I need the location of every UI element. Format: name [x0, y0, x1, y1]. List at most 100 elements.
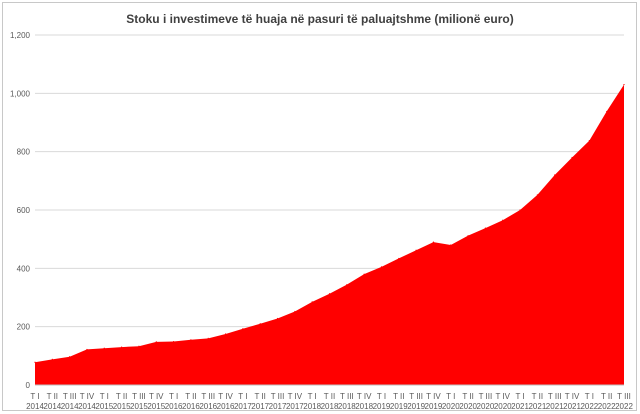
x-tick-quarter: T I	[169, 392, 178, 401]
x-tick-quarter: T III	[548, 392, 562, 401]
x-tick-year: 2016	[217, 402, 235, 411]
x-tick-year: 2019	[425, 402, 443, 411]
x-tick-quarter: T II	[116, 392, 127, 401]
x-tick-year: 2019	[390, 402, 408, 411]
x-tick-quarter: T I	[238, 392, 247, 401]
data-point	[138, 345, 140, 347]
x-tick-year: 2019	[373, 402, 391, 411]
data-point	[34, 361, 36, 363]
x-tick-year: 2018	[338, 402, 356, 411]
x-tick-year: 2018	[355, 402, 373, 411]
x-tick-year: 2022	[598, 402, 616, 411]
x-tick-year: 2016	[199, 402, 217, 411]
area-series	[34, 83, 625, 386]
x-tick-year: 2021	[511, 402, 529, 411]
data-point	[606, 110, 608, 113]
data-point	[450, 244, 452, 246]
data-point	[502, 219, 504, 221]
x-tick-quarter: T I	[377, 392, 386, 401]
data-point	[536, 194, 538, 196]
x-tick-year: 2014	[26, 402, 44, 411]
x-tick-quarter: T II	[601, 392, 612, 401]
x-tick-quarter: T II	[185, 392, 196, 401]
x-tick-year: 2015	[95, 402, 113, 411]
data-point	[172, 340, 175, 343]
y-tick-label: 800	[17, 148, 31, 157]
x-tick-quarter: T II	[47, 392, 58, 401]
x-tick-year: 2017	[234, 402, 252, 411]
x-tick-quarter: T I	[515, 392, 524, 401]
y-tick-label: 200	[17, 323, 31, 332]
y-axis-ticks: 0 200 400 600 800 1,000 1,200	[10, 31, 31, 390]
x-tick-year: 2020	[477, 402, 495, 411]
x-tick-quarter: T I	[446, 392, 455, 401]
x-tick-year: 2015	[130, 402, 148, 411]
data-point	[294, 310, 296, 313]
data-point	[588, 139, 590, 142]
x-tick-quarter: T II	[393, 392, 404, 401]
data-point	[69, 356, 71, 358]
data-point	[380, 266, 383, 268]
x-tick-year: 2014	[43, 402, 61, 411]
x-tick-year: 2021	[528, 402, 546, 411]
x-tick-quarter: T II	[324, 392, 335, 401]
x-tick-year: 2014	[61, 402, 79, 411]
x-tick-quarter: T I	[100, 392, 109, 401]
x-tick-quarter: T III	[340, 392, 354, 401]
x-tick-year: 2015	[113, 402, 131, 411]
x-tick-year: 2022	[615, 402, 633, 411]
data-point	[103, 347, 105, 349]
x-tick-quarter: T IV	[495, 392, 510, 401]
data-point	[190, 339, 192, 341]
x-tick-year: 2016	[165, 402, 183, 411]
y-tick-label: 600	[17, 206, 31, 215]
data-point	[276, 317, 279, 320]
x-tick-year: 2020	[494, 402, 512, 411]
x-tick-year: 2015	[147, 402, 165, 411]
data-point	[311, 301, 313, 303]
data-point	[519, 209, 521, 211]
data-point	[259, 323, 261, 325]
data-point	[242, 328, 244, 330]
data-point	[86, 348, 88, 351]
x-tick-quarter: T IV	[288, 392, 303, 401]
x-tick-quarter: T III	[479, 392, 493, 401]
x-tick-quarter: T IV	[218, 392, 233, 401]
x-tick-quarter: T IV	[357, 392, 372, 401]
x-tick-year: 2014	[78, 402, 96, 411]
data-point	[121, 346, 123, 348]
x-tick-quarter: T II	[532, 392, 543, 401]
x-tick-year: 2019	[407, 402, 425, 411]
area-fill	[35, 84, 624, 385]
x-tick-year: 2017	[286, 402, 304, 411]
x-tick-quarter: T IV	[426, 392, 441, 401]
x-tick-year: 2021	[563, 402, 581, 411]
x-tick-quarter: T III	[409, 392, 423, 401]
x-tick-quarter: T II	[462, 392, 473, 401]
data-point	[484, 227, 487, 229]
data-point	[328, 293, 331, 295]
chart-title: Stoku i investimeve të huaja në pasuri t…	[126, 12, 514, 26]
x-tick-quarter: T III	[63, 392, 77, 401]
y-tick-label: 1,000	[10, 89, 31, 98]
x-tick-quarter: T I	[585, 392, 594, 401]
x-tick-year: 2018	[303, 402, 321, 411]
x-tick-quarter: T II	[254, 392, 265, 401]
data-point	[467, 235, 469, 237]
data-point	[623, 83, 625, 86]
x-tick-year: 2021	[546, 402, 564, 411]
x-tick-quarter: T IV	[80, 392, 95, 401]
x-tick-year: 2018	[321, 402, 339, 411]
x-tick-year: 2022	[580, 402, 598, 411]
data-point	[415, 249, 417, 251]
x-tick-quarter: T III	[132, 392, 146, 401]
x-tick-quarter: T I	[308, 392, 317, 401]
x-tick-quarter: T IV	[149, 392, 164, 401]
x-tick-year: 2020	[442, 402, 460, 411]
y-tick-label: 0	[26, 381, 31, 390]
x-tick-quarter: T III	[271, 392, 285, 401]
data-point	[363, 273, 365, 275]
data-point	[432, 241, 435, 243]
